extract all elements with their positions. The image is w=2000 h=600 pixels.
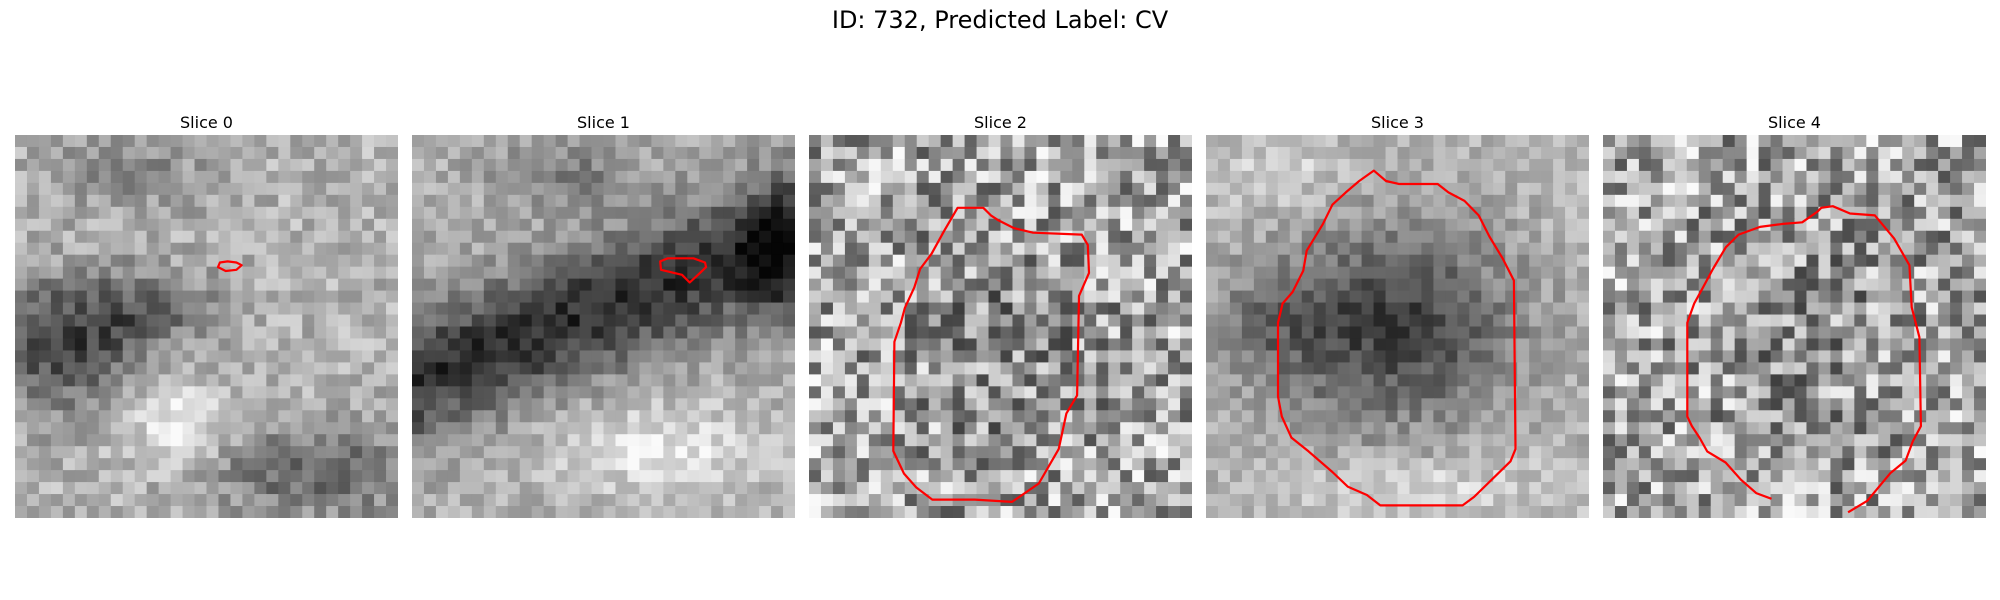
contour-2 [892, 206, 1091, 503]
slice-title-2: Slice 2 [974, 113, 1027, 132]
figure-title: ID: 732, Predicted Label: CV [831, 6, 1169, 34]
slice-image-3 [1206, 135, 1589, 518]
slice-image-2 [809, 135, 1192, 518]
contour-0 [216, 260, 243, 273]
contour-4 [1686, 205, 1922, 514]
slice-title-0: Slice 0 [180, 113, 233, 132]
slice-title-3: Slice 3 [1371, 113, 1424, 132]
slice-image-0 [15, 135, 398, 518]
pixel-grid [1206, 135, 1589, 518]
slice-title-1: Slice 1 [577, 113, 630, 132]
pixel-grid [412, 135, 795, 518]
slice-panel-4: Slice 4 [1603, 112, 1986, 518]
pixel-grid [15, 135, 398, 518]
slice-title-4: Slice 4 [1768, 113, 1821, 132]
pixel-grid [1603, 135, 1986, 518]
pixel-grid [809, 135, 1192, 518]
slice-panel-2: Slice 2 [809, 112, 1192, 518]
slice-image-1 [412, 135, 795, 518]
slice-image-4 [1603, 135, 1986, 518]
contour-1 [659, 257, 708, 284]
slice-panel-1: Slice 1 [412, 112, 795, 518]
slice-panel-3: Slice 3 [1206, 112, 1589, 518]
contour-3 [1276, 169, 1517, 507]
slice-panel-0: Slice 0 [15, 112, 398, 518]
